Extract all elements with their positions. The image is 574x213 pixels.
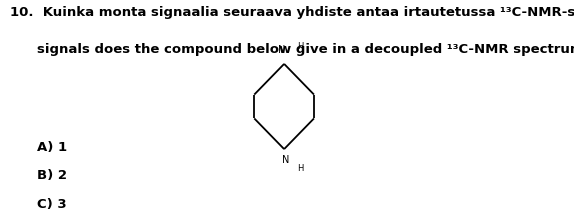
Text: signals does the compound below give in a decoupled ¹³C-NMR spectrum?: signals does the compound below give in … xyxy=(37,43,574,56)
Text: H: H xyxy=(297,164,303,173)
Text: C) 3: C) 3 xyxy=(37,198,67,211)
Text: H: H xyxy=(297,42,303,51)
Text: 10.  Kuinka monta signaalia seuraava yhdiste antaa irtautetussa ¹³C-NMR-spektris: 10. Kuinka monta signaalia seuraava yhdi… xyxy=(10,6,574,19)
Text: B) 2: B) 2 xyxy=(37,169,67,182)
Text: N: N xyxy=(278,45,285,55)
Text: A) 1: A) 1 xyxy=(37,141,67,154)
Text: N: N xyxy=(282,155,289,166)
